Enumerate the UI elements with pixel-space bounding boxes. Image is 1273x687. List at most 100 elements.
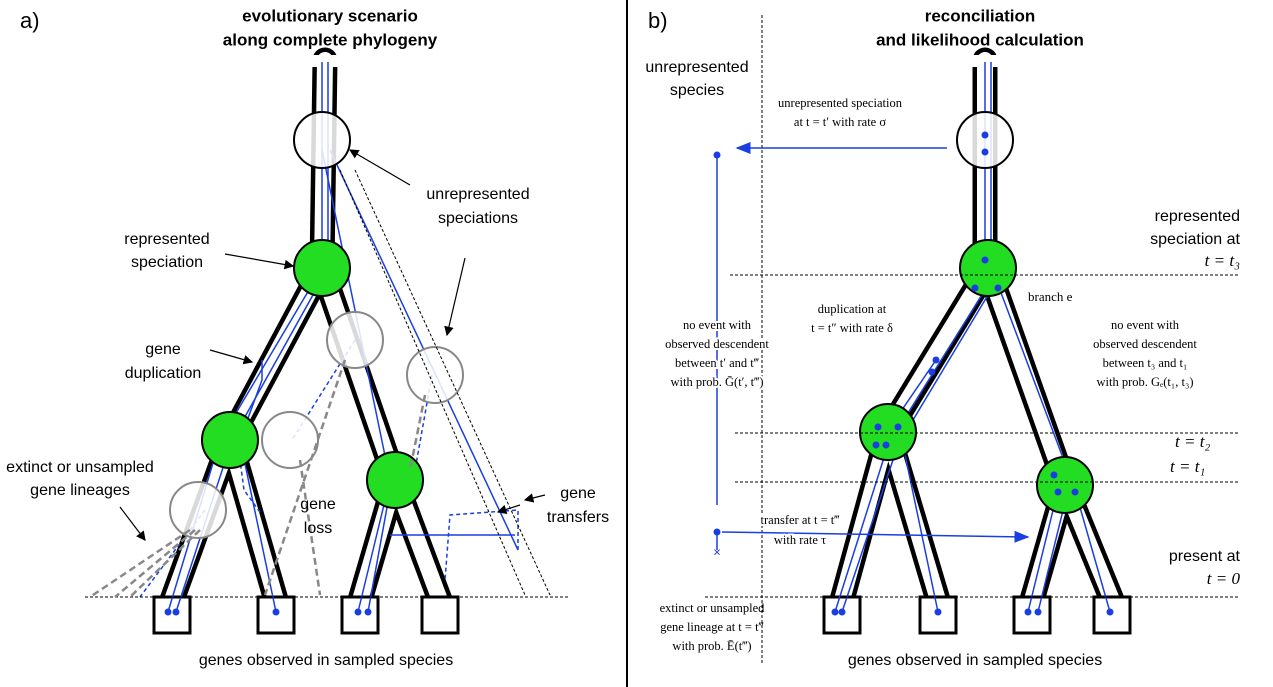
annotation: speciation (131, 254, 203, 271)
gene-dot (982, 257, 989, 264)
gene-dot (355, 609, 362, 616)
annotation: speciations (438, 210, 518, 227)
leaf-species (1014, 597, 1050, 633)
arrow (210, 350, 252, 362)
gene-dot (173, 609, 180, 616)
gene-dot (995, 285, 1002, 292)
gene-dot (714, 529, 721, 536)
footer: genes observed in sampled species (848, 652, 1102, 669)
leaf-species (1094, 597, 1130, 633)
annotation: gene (560, 485, 596, 502)
annotation: speciation at (1150, 231, 1240, 248)
gene-dot (714, 152, 721, 159)
annotation: gene lineage at t = t‴ (660, 620, 764, 634)
gene-dot (875, 424, 882, 431)
speciation-node (262, 412, 318, 468)
speciation-node (294, 240, 350, 296)
time-label: t = t₃ (1205, 251, 1240, 270)
annotation: represented (124, 231, 209, 248)
annotation: extinct or unsampled (6, 459, 154, 476)
annotation: gene (300, 496, 336, 513)
gene-dot (832, 609, 839, 616)
transfer-arrow (722, 532, 1028, 537)
annotation: duplication (125, 365, 202, 382)
speciation-node (407, 347, 463, 403)
annotation: no event with (683, 318, 752, 332)
panel-label: a) (20, 8, 40, 33)
annotation: unrepresented speciation (778, 96, 903, 110)
annotation: gene (145, 341, 181, 358)
annotation: with rate τ (774, 533, 826, 547)
annotation: no event with (1111, 318, 1180, 332)
annotation: with prob. Ē(t‴) (672, 639, 751, 653)
arrow (447, 258, 465, 335)
annotation: with prob. Ḡ(t′, t‴) (671, 375, 764, 389)
time-label: t = 0 (1207, 569, 1241, 588)
annotation: between t′ and t‴ (675, 356, 760, 370)
footer: genes observed in sampled species (199, 652, 453, 669)
gene-dot (1055, 489, 1062, 496)
leaf-species (154, 597, 190, 633)
title: evolutionary scenario (242, 6, 418, 25)
branch-label: branch e (1028, 289, 1073, 304)
annotation: observed descendent (1093, 337, 1197, 351)
annotation: gene lineages (30, 482, 130, 499)
speciation-node (957, 112, 1013, 168)
arrow (120, 507, 145, 540)
title: and likelihood calculation (876, 30, 1084, 49)
annotation: present at (1169, 548, 1241, 565)
gene-dot (1107, 609, 1114, 616)
annotation: unrepresented (426, 186, 529, 203)
gene-dot (839, 609, 846, 616)
annotation: duplication at (818, 302, 887, 316)
gene-dot (895, 424, 902, 431)
lost-lineage (265, 360, 345, 595)
annotation: t = t″ with rate δ (811, 321, 893, 335)
gene-dot (1051, 472, 1058, 479)
time-label: t = t₁ (1170, 457, 1205, 476)
loss-mark: × (713, 544, 721, 559)
annotation: with prob. Gₑ(t₁, t₃) (1097, 375, 1194, 389)
gene-dot (935, 609, 942, 616)
panel-label: b) (648, 8, 668, 33)
gene-dot (933, 357, 940, 364)
gene-dot (1072, 489, 1079, 496)
title: along complete phylogeny (223, 30, 438, 49)
speciation-node (367, 452, 423, 508)
speciation-node (170, 482, 226, 538)
gene-dot (165, 609, 172, 616)
gene-dot (883, 442, 890, 449)
annotation: between t₃ and t₁ (1103, 356, 1188, 370)
annotation: at t = t′ with rate σ (794, 115, 886, 129)
speciation-node (860, 404, 916, 460)
annotation: extinct or unsampled (660, 601, 766, 615)
speciation-node (960, 240, 1016, 296)
arrow (225, 254, 293, 266)
speciation-node (294, 112, 350, 168)
time-label: t = t₂ (1175, 432, 1210, 451)
annotation: transfers (547, 509, 609, 526)
overlay: × (85, 0, 1240, 687)
gene-dot (982, 149, 989, 156)
title: reconciliation (925, 6, 1036, 25)
gene-dot (982, 132, 989, 139)
annotation: species (670, 82, 724, 99)
gene-dot (273, 609, 280, 616)
top-mask (305, 55, 345, 67)
speciation-node (327, 312, 383, 368)
speciation-node (202, 412, 258, 468)
gene-dot (1025, 609, 1032, 616)
gene-dot (972, 285, 979, 292)
leaf-species (422, 597, 458, 633)
annotation: represented (1155, 208, 1240, 225)
arrow (525, 495, 545, 500)
gene-dot (1035, 609, 1042, 616)
annotation: observed descendent (665, 337, 769, 351)
annotation: transfer at t = t‴ (761, 513, 841, 527)
annotation: unrepresented (645, 59, 748, 76)
figure: × a) evolutionary scenario along complet… (0, 0, 1273, 687)
speciation-node (1037, 457, 1093, 513)
annotation: loss (304, 520, 332, 537)
gene-dot (929, 369, 936, 376)
gene-dot (873, 442, 880, 449)
